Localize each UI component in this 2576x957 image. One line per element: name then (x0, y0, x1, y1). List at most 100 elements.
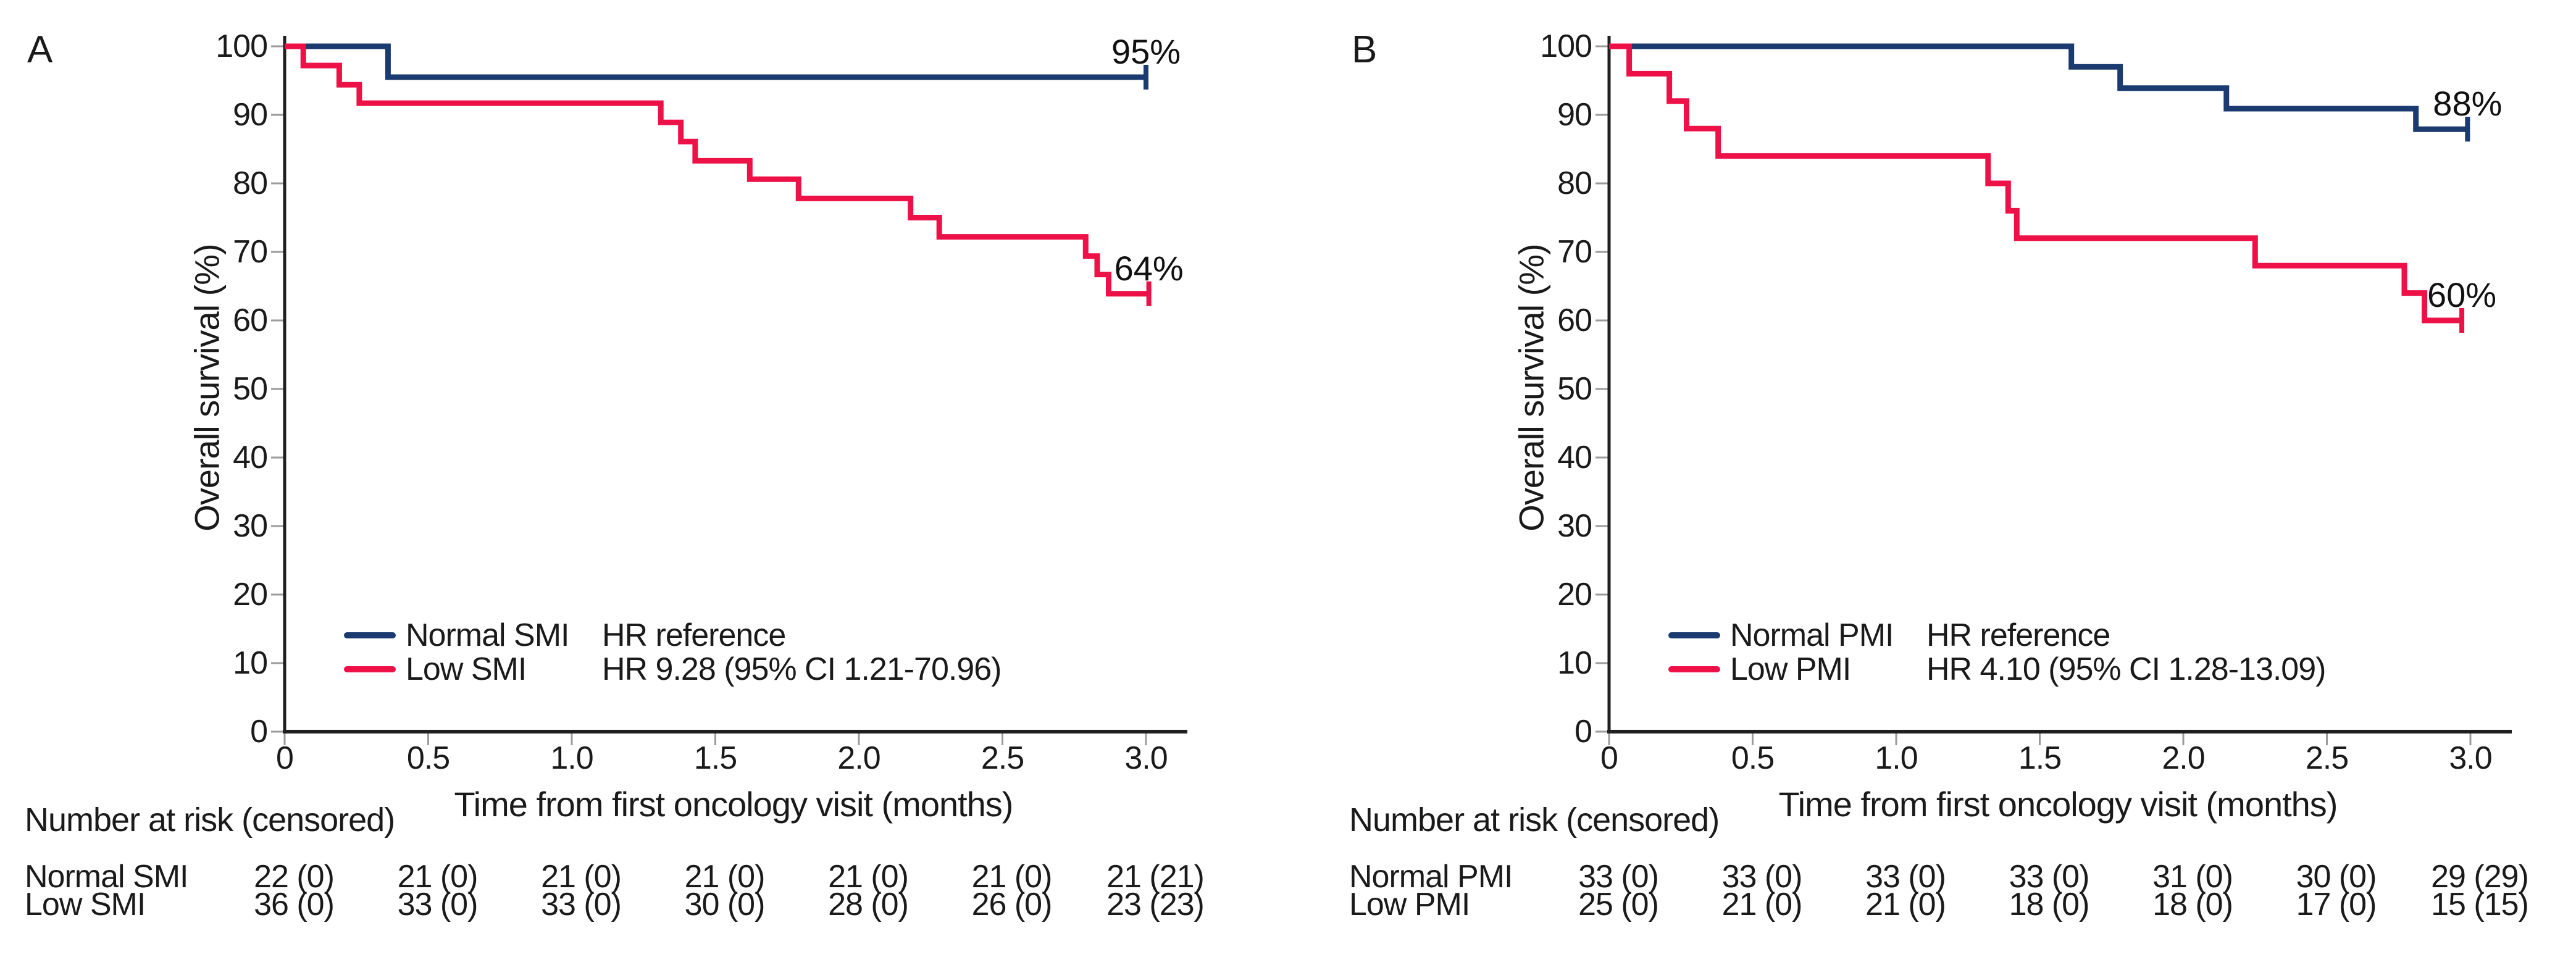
risk-cell: 33 (0) (1865, 859, 1946, 895)
end-label-normal: 95% (1111, 31, 1181, 71)
x-tick-label: 0.5 (406, 740, 450, 776)
legend-line-swatch (1668, 666, 1720, 672)
y-tick-label: 20 (233, 577, 268, 612)
risk-cell: 33 (0) (1721, 859, 1803, 895)
risk-table-header: Number at risk (censored) (25, 801, 395, 838)
x-tick-label: 2.5 (2305, 740, 2349, 776)
x-tick-label: 1.5 (2018, 740, 2062, 776)
risk-table-header: Number at risk (censored) (1349, 801, 1720, 838)
risk-cell: 21 (0) (828, 859, 909, 895)
risk-cell: 25 (0) (1578, 887, 1659, 922)
x-tick-label: 3.0 (2449, 740, 2492, 776)
legend-line-swatch (344, 666, 396, 672)
x-tick-label: 1.5 (693, 740, 737, 776)
x-tick-label: 2.0 (2162, 740, 2205, 776)
legend-hr-label: HR reference (602, 617, 786, 653)
km-curve-low-smi (285, 43, 1149, 297)
km-plot-a (271, 36, 1187, 745)
legend-series-label: Low PMI (1730, 651, 1851, 687)
y-tick-label: 100 (1540, 28, 1592, 64)
y-tick-label: 40 (1557, 440, 1592, 475)
y-tick-label: 60 (1557, 303, 1592, 338)
y-tick-label: 50 (233, 371, 268, 407)
risk-cell: 17 (0) (2296, 887, 2377, 922)
x-tick-label: 0 (1600, 740, 1618, 776)
y-tick-label: 80 (1557, 165, 1592, 201)
risk-cell: 21 (0) (971, 859, 1053, 895)
risk-cell: 23 (23) (1106, 887, 1205, 922)
legend-hr-label: HR reference (1926, 617, 2110, 653)
x-tick-label: 0 (276, 740, 294, 776)
risk-cell: 22 (0) (254, 859, 335, 895)
risk-cell: 21 (0) (397, 859, 479, 895)
km-plot-b (1595, 36, 2512, 745)
legend-row-low: Low PMI HR 4.10 (95% CI 1.28-13.09) (1668, 650, 2471, 691)
y-tick-label: 90 (1557, 97, 1592, 133)
end-label-low: 64% (1114, 248, 1184, 288)
risk-cell: 21 (0) (541, 859, 622, 895)
end-label-low: 60% (2427, 275, 2497, 314)
panel-b: B Overall survival (%) Time from first o… (1324, 0, 2576, 957)
km-curve-low-pmi (1609, 43, 2462, 324)
y-tick-label: 0 (1574, 714, 1592, 750)
legend-series-label: Normal SMI (406, 617, 569, 653)
y-tick-label: 40 (233, 440, 268, 475)
risk-cell: 33 (0) (541, 887, 622, 922)
panel-letter-b: B (1352, 28, 1378, 71)
risk-cell: 21 (0) (684, 859, 766, 895)
risk-cell: 29 (29) (2431, 859, 2529, 895)
y-tick-label: 70 (1557, 234, 1592, 270)
risk-cell: 36 (0) (254, 887, 335, 922)
y-tick-label: 30 (233, 508, 268, 544)
risk-cell: 31 (0) (2152, 859, 2233, 895)
x-tick-label: 1.0 (1875, 740, 1918, 776)
risk-cell: 33 (0) (2009, 859, 2090, 895)
y-tick-label: 60 (233, 303, 268, 338)
legend-hr-label: HR 9.28 (95% CI 1.21-70.96) (602, 651, 1002, 687)
y-tick-label: 70 (233, 234, 268, 270)
km-curve-normal-smi (285, 43, 1146, 80)
legend-hr-label: HR 4.10 (95% CI 1.28-13.09) (1926, 651, 2326, 687)
y-tick-label: 90 (233, 97, 268, 133)
y-tick-label: 50 (1557, 371, 1592, 407)
risk-row-label: Normal PMI (1349, 859, 1513, 895)
risk-cell: 21 (21) (1106, 859, 1205, 895)
legend-row-normal: Normal PMI HR reference (1668, 616, 2471, 657)
risk-cell: 30 (0) (2296, 859, 2377, 895)
y-tick-label: 100 (215, 28, 268, 64)
panel-a: A Overall survival (%) Time from first o… (25, 28, 1205, 922)
legend-line-swatch (1668, 632, 1720, 638)
y-tick-label: 10 (233, 645, 268, 681)
panel-letter-a: A (27, 28, 53, 71)
legend-line-swatch (344, 632, 396, 638)
x-axis-title: Time from first oncology visit (months) (1778, 785, 2338, 824)
end-label-normal: 88% (2433, 84, 2503, 123)
x-tick-label: 0.5 (1731, 740, 1775, 776)
risk-cell: 18 (0) (2009, 887, 2090, 922)
legend-row-low: Low SMI HR 9.28 (95% CI 1.21-70.96) (344, 650, 1147, 691)
risk-cell: 33 (0) (1578, 859, 1659, 895)
y-tick-label: 80 (233, 165, 268, 201)
risk-cell: 28 (0) (828, 887, 909, 922)
risk-cell: 30 (0) (684, 887, 766, 922)
risk-cell: 26 (0) (971, 887, 1053, 922)
risk-row-label: Normal SMI (25, 859, 188, 895)
risk-cell: 33 (0) (397, 887, 479, 922)
x-tick-label: 2.0 (837, 740, 880, 776)
x-tick-label: 1.0 (550, 740, 593, 776)
y-tick-label: 30 (1557, 508, 1592, 544)
risk-cell: 15 (15) (2431, 887, 2529, 922)
risk-cell: 21 (0) (1865, 887, 1946, 922)
x-tick-label: 3.0 (1124, 740, 1168, 776)
x-axis-title: Time from first oncology visit (months) (454, 785, 1014, 824)
risk-cell: 21 (0) (1721, 887, 1803, 922)
legend-series-label: Normal PMI (1730, 617, 1894, 653)
legend-series-label: Low SMI (406, 651, 527, 687)
x-tick-label: 2.5 (981, 740, 1024, 776)
risk-row-label: Low PMI (1349, 887, 1470, 922)
legend-row-normal: Normal SMI HR reference (344, 616, 1147, 657)
y-tick-label: 0 (250, 714, 268, 750)
km-curve-normal-pmi (1609, 43, 2468, 132)
y-tick-label: 10 (1557, 645, 1592, 681)
